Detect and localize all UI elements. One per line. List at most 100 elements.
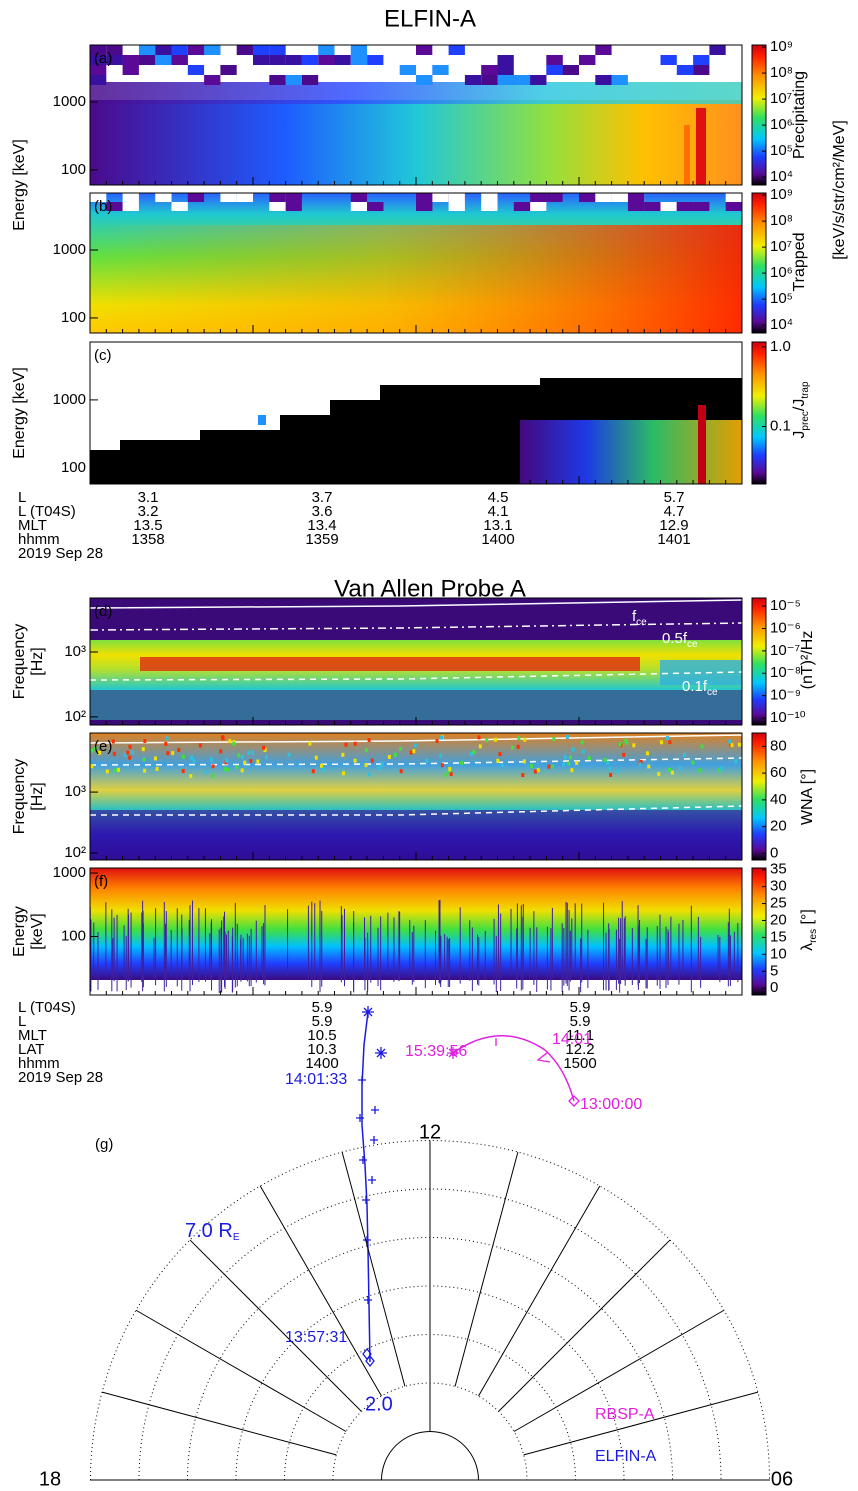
table-value: 5.7	[664, 489, 685, 506]
label-part: Precipitating	[791, 71, 808, 159]
table-label: MLT	[18, 517, 47, 534]
label-part: Trapped	[791, 233, 808, 292]
texture-cell	[595, 193, 612, 202]
texture-cell	[435, 739, 439, 744]
texture-cell	[138, 45, 156, 55]
mlt-line	[513, 1309, 725, 1432]
texture-cell	[440, 763, 444, 768]
texture-cell	[367, 202, 384, 211]
texture-cell	[530, 202, 547, 211]
texture-cell	[189, 774, 193, 779]
texture-cell	[131, 750, 135, 755]
texture-cell	[211, 773, 215, 778]
colorbar-label: λres [°]	[799, 909, 819, 951]
heatmap	[698, 405, 706, 484]
fce-line	[89, 599, 743, 609]
texture-cell	[398, 746, 402, 751]
colorbar-label: WNA [°]	[799, 769, 816, 825]
texture-cell	[530, 763, 534, 768]
texture-cell	[204, 45, 221, 55]
half-fce-line	[89, 622, 743, 631]
texture-cell	[725, 202, 742, 211]
texture-cell	[98, 750, 102, 755]
table-value: 13.5	[133, 517, 162, 534]
texture-cell	[481, 65, 498, 75]
colorbar-tick-label: 5	[770, 962, 778, 979]
texture-cell	[378, 765, 382, 770]
y-label: [Hz]	[29, 647, 46, 675]
colorbar-tick-label: 10⁻¹⁰	[770, 709, 806, 726]
texture-cell	[552, 737, 556, 742]
table-label: L (T04S)	[18, 999, 76, 1016]
texture-cell	[547, 764, 551, 769]
texture-cell	[513, 75, 531, 85]
texture-cell	[693, 65, 710, 75]
label-part: ce	[687, 639, 698, 650]
mlt-line	[478, 1185, 601, 1397]
tenth-fce-line	[89, 671, 743, 681]
texture-cell	[308, 741, 312, 746]
label-part: 0.5f	[662, 630, 688, 647]
table-value: 1500	[563, 1055, 596, 1072]
texture-cell	[608, 766, 612, 771]
texture-cell	[409, 750, 413, 755]
texture-cell	[448, 45, 465, 55]
texture-cell	[644, 202, 661, 211]
heatmap	[90, 82, 742, 104]
texture-cell	[122, 55, 139, 65]
texture-cell	[90, 764, 94, 769]
texture-cell	[478, 744, 482, 749]
texture-cell	[187, 193, 205, 202]
y-tick-label: 10³	[64, 783, 86, 800]
table-value: 1400	[481, 531, 514, 548]
colorbar-tick-label: 10⁻⁹	[770, 687, 801, 704]
texture-cell	[211, 764, 215, 769]
texture	[89, 45, 742, 993]
mlt-line	[454, 1151, 519, 1387]
texture-cell	[668, 740, 672, 745]
legend-entry: RBSP-A	[595, 1406, 655, 1423]
y-tick-label: 100	[61, 927, 86, 944]
rbsp-track	[452, 1034, 575, 1102]
texture-cell	[155, 766, 159, 771]
texture-cell	[567, 761, 571, 766]
texture-cell	[624, 738, 628, 743]
mlt-line	[523, 1391, 759, 1456]
texture-cell	[448, 202, 465, 211]
table-value: 12.9	[659, 517, 688, 534]
table-value: 13.1	[483, 517, 512, 534]
time-label: 13:00:00	[580, 1096, 642, 1113]
texture-cell	[364, 763, 368, 768]
rbsp-markers	[447, 1038, 580, 1107]
texture-cell	[240, 755, 244, 760]
y-tick-label: 100	[61, 459, 86, 476]
time-label: 13:57:31	[285, 1329, 347, 1346]
texture-cell	[700, 744, 704, 749]
texture-cell	[536, 768, 540, 773]
texture-cell	[269, 202, 286, 211]
table-value: 4.1	[488, 503, 509, 520]
texture-cell	[269, 193, 286, 202]
texture-cell	[387, 754, 391, 759]
table-label: L	[18, 1013, 26, 1030]
texture-cell	[523, 737, 527, 742]
y-tick-label: 10²	[64, 708, 86, 725]
texture-cell	[570, 768, 574, 773]
texture-cell	[364, 748, 368, 753]
texture-cell	[693, 202, 710, 211]
texture-cell	[153, 756, 157, 761]
label-part: ce	[636, 617, 647, 628]
elfin-track	[361, 1011, 371, 1363]
texture-cell	[533, 769, 537, 774]
mlt-line	[135, 1309, 347, 1432]
texture-cell	[225, 758, 229, 763]
colorbar-units: [keV/s/str/cm²/MeV]	[831, 120, 848, 260]
texture-cell	[187, 65, 205, 75]
table-value: 3.2	[138, 503, 159, 520]
texture-cell	[143, 768, 147, 773]
texture-cell	[285, 75, 302, 85]
texture-cell	[243, 760, 247, 765]
texture-cell	[143, 738, 147, 743]
texture-cell	[563, 755, 567, 760]
table-label: LAT	[18, 1041, 44, 1058]
